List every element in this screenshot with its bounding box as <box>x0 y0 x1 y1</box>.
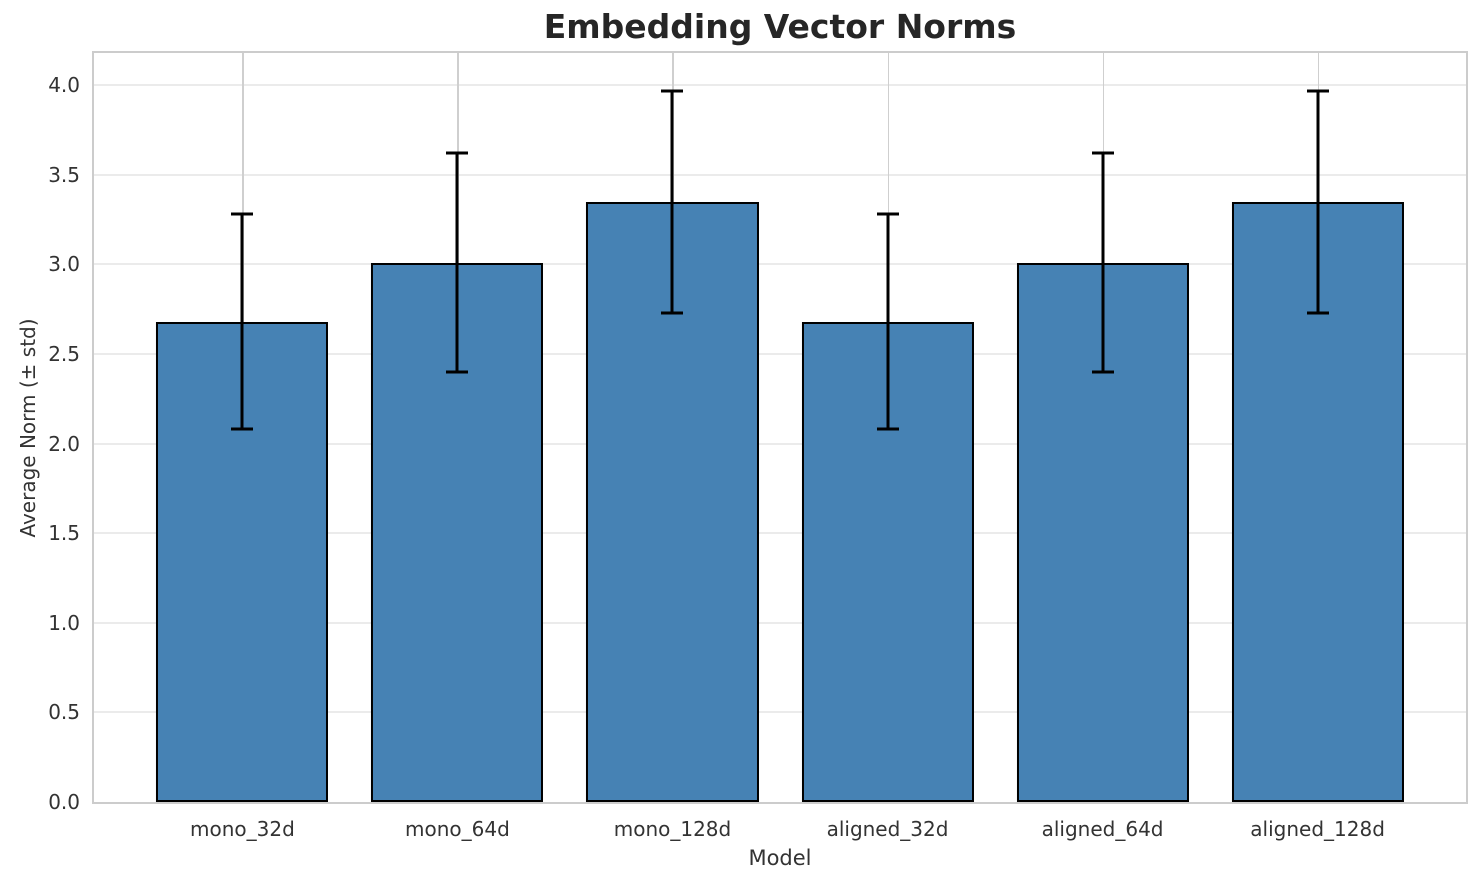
x-tick-label: aligned_32d <box>826 817 949 841</box>
error-bars-layer <box>94 53 1466 802</box>
error-bar-cap-bottom <box>876 427 899 431</box>
y-tick-label: 3.5 <box>48 162 80 187</box>
error-bar-cap-bottom <box>1091 370 1114 374</box>
error-bar-cap-top <box>661 89 684 93</box>
x-tick-labels: mono_32d mono_64d mono_128d aligned_32d alig… <box>94 53 1466 841</box>
error-bar-cap-bottom <box>661 311 684 315</box>
y-tick-label: 0.5 <box>48 700 80 725</box>
error-bar-line <box>240 214 244 430</box>
horizontal-gridline <box>94 84 1466 87</box>
error-bar-cap-top <box>231 212 254 216</box>
x-tick-label: mono_128d <box>613 817 732 841</box>
x-tick-label: aligned_64d <box>1041 817 1164 841</box>
x-axis-label: Model <box>748 846 812 870</box>
error-bar-line <box>1316 90 1320 313</box>
error-bar-cap-bottom <box>231 427 254 431</box>
horizontal-gridline <box>94 173 1466 176</box>
y-tick-label: 2.0 <box>48 431 80 456</box>
error-bar-cap-top <box>1306 89 1329 93</box>
horizontal-gridline <box>94 442 1466 445</box>
x-tick-label: aligned_128d <box>1250 817 1385 841</box>
horizontal-gridline <box>94 621 1466 624</box>
y-tick-label: 1.5 <box>48 521 80 546</box>
y-tick-label: 2.5 <box>48 342 80 367</box>
error-bar-line <box>886 214 890 430</box>
error-bar-cap-bottom <box>1306 311 1329 315</box>
y-tick-label: 4.0 <box>48 73 80 98</box>
x-tick-label: mono_32d <box>189 817 295 841</box>
error-bar-line <box>670 90 674 313</box>
y-tick-label: 0.0 <box>48 790 80 814</box>
horizontal-gridline <box>94 263 1466 266</box>
error-bar-cap-bottom <box>446 370 469 374</box>
y-axis-label: Average Norm (± std) <box>16 317 40 538</box>
y-tick-label: 1.0 <box>48 610 80 635</box>
horizontal-gridline <box>94 353 1466 356</box>
y-tick-labels: 0.0 0.5 1.0 1.5 2.0 2.5 3.0 3.5 4.0 <box>48 53 1466 814</box>
horizontal-gridline <box>94 532 1466 535</box>
plot-area: Embedding Vector Norms Average Norm (± s… <box>16 9 1468 870</box>
y-tick-label: 3.0 <box>48 252 80 277</box>
error-bar-cap-top <box>446 151 469 155</box>
error-bar-line <box>455 153 459 372</box>
chart-title: Embedding Vector Norms <box>543 7 1017 46</box>
horizontal-gridline <box>94 711 1466 714</box>
error-bar-cap-top <box>876 212 899 216</box>
error-bar-line <box>1101 153 1105 372</box>
error-bar-cap-top <box>1091 151 1114 155</box>
x-tick-label: mono_64d <box>405 817 510 841</box>
